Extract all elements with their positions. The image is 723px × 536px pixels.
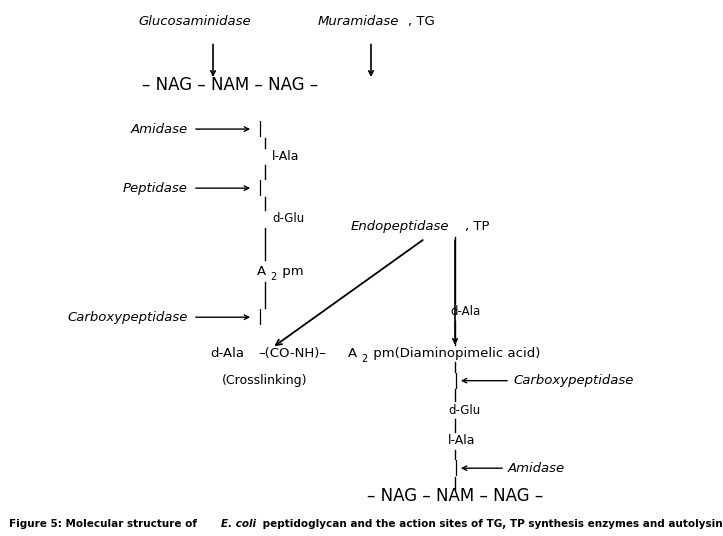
Text: pm: pm: [278, 265, 304, 278]
Text: – NAG – NAM – NAG –: – NAG – NAM – NAG –: [367, 487, 543, 504]
Text: d-Ala: d-Ala: [210, 347, 244, 360]
Text: Amidase: Amidase: [131, 123, 188, 136]
Text: peptidoglycan and the action sites of TG, TP synthesis enzymes and autolysins: peptidoglycan and the action sites of TG…: [259, 519, 723, 529]
Text: Glucosaminidase: Glucosaminidase: [139, 16, 252, 28]
Text: pm(Diaminopimelic acid): pm(Diaminopimelic acid): [369, 347, 540, 360]
Text: |: |: [257, 180, 262, 196]
Text: 2: 2: [361, 354, 367, 364]
Text: Carboxypeptidase: Carboxypeptidase: [513, 374, 633, 387]
Text: A: A: [348, 347, 357, 360]
Text: , TG: , TG: [408, 16, 435, 28]
Text: |: |: [453, 460, 458, 476]
Text: d-Glu: d-Glu: [448, 404, 480, 416]
Text: –(CO-NH)–: –(CO-NH)–: [258, 347, 326, 360]
Text: Figure 5: Molecular structure of: Figure 5: Molecular structure of: [9, 519, 201, 529]
Text: – NAG – NAM – NAG –: – NAG – NAM – NAG –: [142, 76, 318, 94]
Text: Peptidase: Peptidase: [123, 182, 188, 195]
Text: (Crosslinking): (Crosslinking): [222, 374, 308, 387]
Text: |: |: [257, 121, 262, 137]
Text: E. coli: E. coli: [221, 519, 255, 529]
Text: |: |: [257, 309, 262, 325]
Text: 2: 2: [270, 272, 276, 282]
Text: d-Glu: d-Glu: [272, 212, 304, 225]
Text: l-Ala: l-Ala: [272, 150, 299, 163]
Text: Carboxypeptidase: Carboxypeptidase: [68, 311, 188, 324]
Text: Amidase: Amidase: [508, 461, 565, 475]
Text: Muramidase: Muramidase: [317, 16, 398, 28]
Text: A: A: [257, 265, 266, 278]
Text: , TP: , TP: [465, 220, 489, 233]
Text: |: |: [453, 373, 458, 389]
Text: Endopeptidase: Endopeptidase: [351, 220, 449, 233]
Text: l-Ala: l-Ala: [448, 434, 476, 448]
Text: d-Ala: d-Ala: [450, 306, 480, 318]
